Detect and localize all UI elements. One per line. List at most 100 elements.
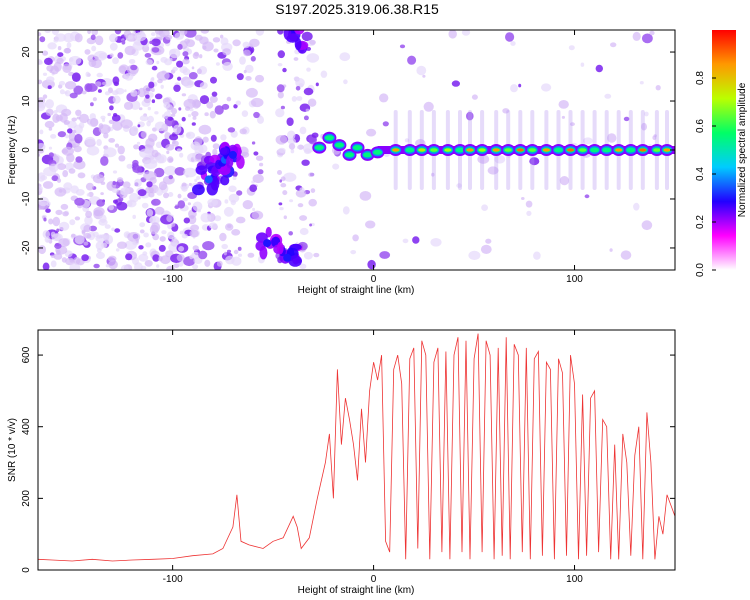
noise-speckle <box>412 236 420 244</box>
noise-speckle <box>85 71 90 78</box>
noise-speckle <box>609 248 613 252</box>
noise-speckle <box>320 70 328 78</box>
noise-speckle <box>90 34 96 41</box>
colorbar-gradient <box>712 30 736 270</box>
noise-speckle <box>64 81 77 90</box>
noise-speckle <box>118 155 126 162</box>
noise-speckle <box>151 65 158 71</box>
ridge-lobe-peak <box>663 148 671 152</box>
noise-speckle <box>297 145 300 149</box>
noise-speckle <box>200 30 209 34</box>
noise-speckle <box>138 253 149 262</box>
spectral-blob <box>259 246 268 260</box>
noise-speckle <box>649 30 655 36</box>
noise-speckle <box>145 242 152 248</box>
noise-speckle <box>73 85 84 95</box>
noise-speckle <box>430 238 442 247</box>
noise-speckle <box>610 42 617 48</box>
snr-x-axis: -100 0 100 <box>163 330 583 585</box>
noise-speckle <box>119 65 127 73</box>
noise-speckle <box>40 175 48 181</box>
noise-speckle <box>481 204 488 211</box>
noise-speckle <box>224 199 229 204</box>
noise-speckle <box>198 250 208 260</box>
noise-speckle <box>277 62 283 67</box>
noise-speckle <box>97 89 102 93</box>
ridge-lobe-peak <box>392 148 400 152</box>
noise-speckle <box>151 47 160 53</box>
noise-speckle <box>44 236 51 243</box>
noise-speckle <box>165 144 175 151</box>
noise-speckle <box>278 147 286 154</box>
noise-speckle <box>39 129 44 135</box>
noise-speckle <box>77 172 86 179</box>
noise-speckle <box>173 84 181 93</box>
noise-speckle <box>288 231 294 236</box>
spectrogram-y-axis: 20 10 0 -10 -20 <box>21 46 675 255</box>
noise-speckle <box>83 241 89 246</box>
spectral-blob <box>294 30 305 35</box>
noise-speckle <box>151 222 161 233</box>
noise-speckle <box>74 216 81 221</box>
ridge-lobe-inner <box>626 147 636 153</box>
noise-speckle <box>114 30 122 35</box>
noise-speckle <box>189 108 194 112</box>
noise-speckle <box>235 100 241 106</box>
ridge-lobe-peak <box>615 148 623 152</box>
noise-speckle <box>250 56 256 62</box>
noise-speckle <box>100 242 108 248</box>
noise-speckle <box>607 133 617 143</box>
spectrogram-x-axis: -100 0 100 <box>163 30 583 285</box>
noise-speckle <box>85 210 92 219</box>
noise-speckle <box>293 57 299 61</box>
noise-speckle <box>299 263 307 269</box>
noise-speckle <box>152 254 160 262</box>
noise-speckle <box>44 57 53 65</box>
noise-speckle <box>145 94 150 99</box>
noise-speckle <box>91 45 97 52</box>
noise-speckle <box>241 110 249 117</box>
ridge-lobe-peak <box>567 148 574 152</box>
noise-speckle <box>94 35 104 46</box>
noise-speckle <box>251 141 256 145</box>
noise-speckle <box>57 163 67 171</box>
noise-speckle <box>81 229 86 234</box>
noise-speckle <box>352 234 359 242</box>
noise-speckle <box>510 41 516 46</box>
spectral-blob <box>192 184 205 196</box>
noise-speckle <box>232 39 241 47</box>
noise-speckle <box>109 105 114 111</box>
noise-speckle <box>38 143 46 151</box>
noise-speckle <box>111 114 121 122</box>
noise-speckle <box>115 248 120 252</box>
noise-speckle <box>212 143 220 150</box>
noise-speckle <box>177 193 182 199</box>
noise-speckle <box>219 232 227 242</box>
noise-speckle <box>382 121 389 127</box>
noise-speckle <box>181 233 188 239</box>
noise-speckle <box>109 53 114 58</box>
noise-speckle <box>79 113 89 124</box>
noise-speckle <box>75 156 83 163</box>
spectrogram-ridge <box>312 131 675 161</box>
spectrogram-xlabel: Height of straight line (km) <box>298 285 415 296</box>
noise-speckle <box>68 132 77 142</box>
noise-speckle <box>160 255 171 265</box>
noise-speckle <box>158 256 163 262</box>
noise-speckle <box>148 81 155 89</box>
noise-speckle <box>69 55 82 66</box>
noise-speckle <box>533 251 541 260</box>
x-tick-label: -100 <box>163 574 183 585</box>
noise-speckle <box>45 208 51 213</box>
noise-speckle <box>282 67 287 73</box>
noise-speckle <box>109 42 118 51</box>
noise-speckle <box>461 30 471 36</box>
colorbar-tick-label: 0.6 <box>695 119 706 133</box>
noise-speckle <box>182 51 189 57</box>
noise-speckle <box>245 76 252 81</box>
noise-speckle <box>113 199 118 204</box>
noise-speckle <box>198 124 212 135</box>
noise-speckle <box>182 197 188 202</box>
